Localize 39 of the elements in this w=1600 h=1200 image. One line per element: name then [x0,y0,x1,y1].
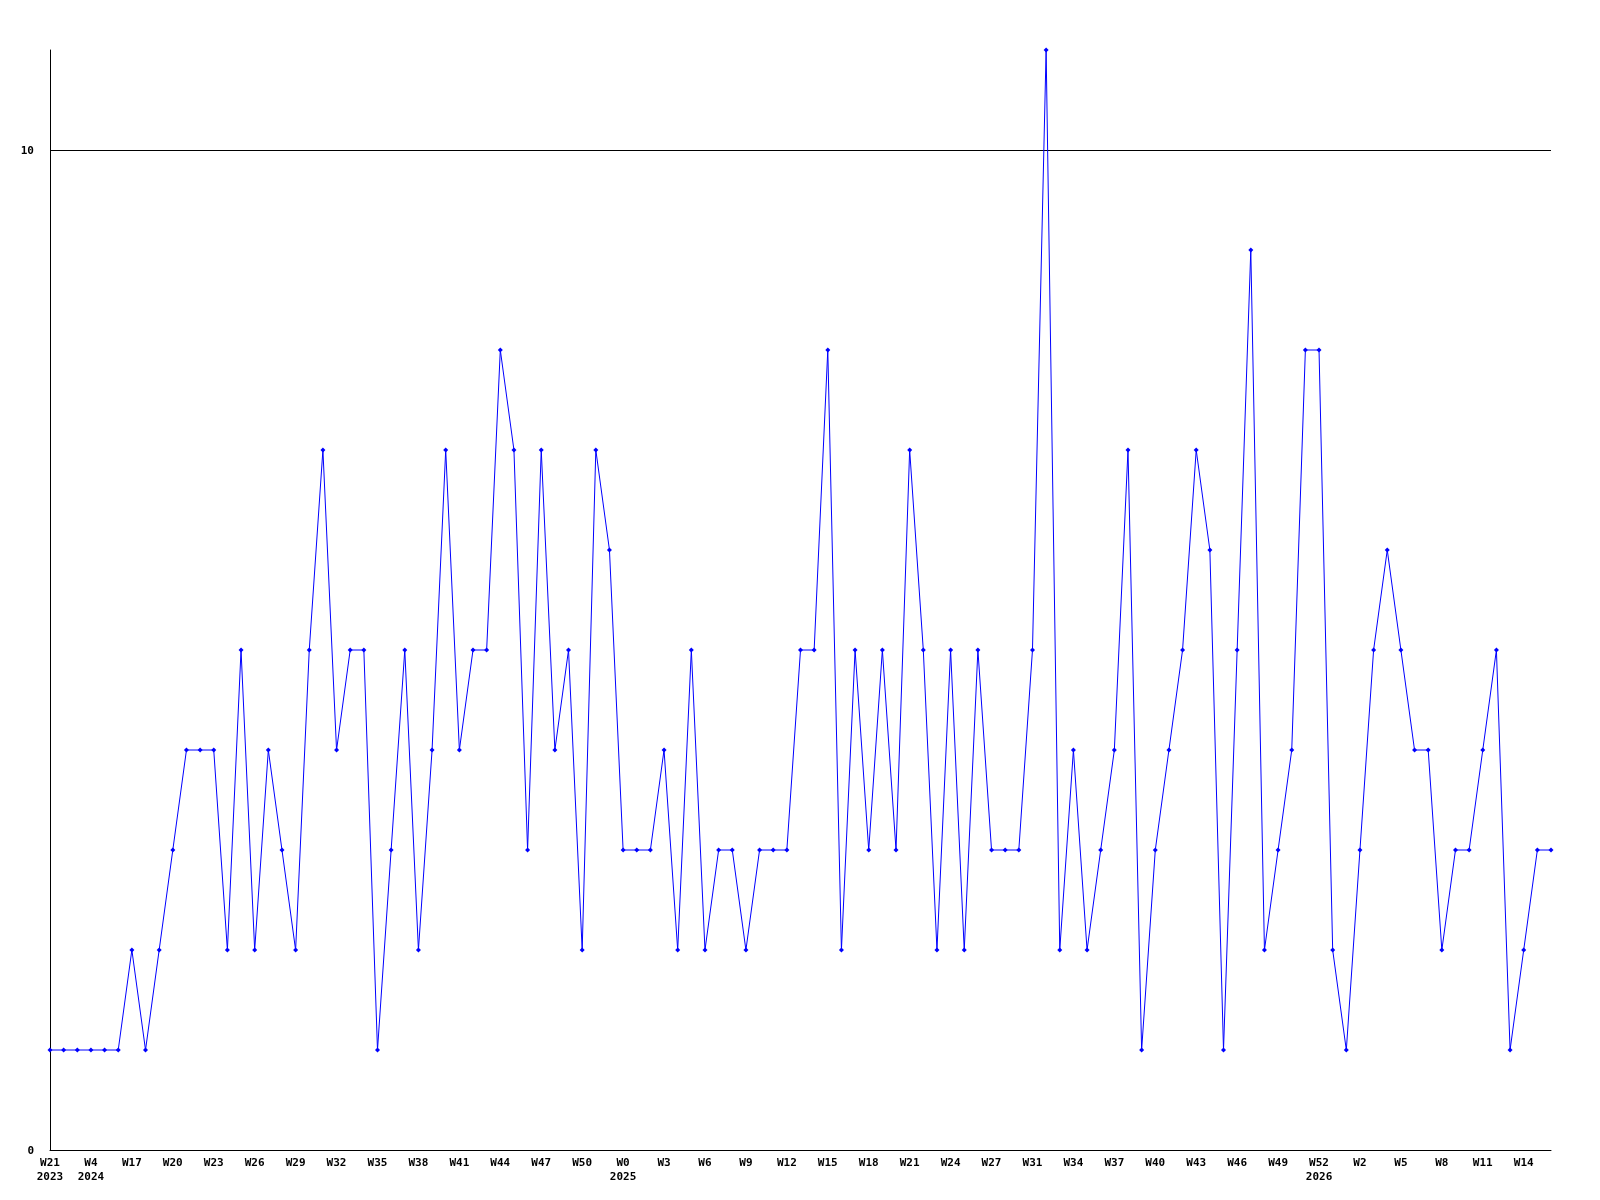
x-tick-label: W50 [572,1155,593,1169]
x-tick-label: W26 [244,1155,265,1169]
x-tick-label: W2 [1353,1155,1367,1169]
x-tick-label: W9 [739,1155,753,1169]
x-tick-label: W14 [1513,1155,1535,1169]
x-tick-label: W38 [408,1155,429,1169]
x-tick-label: W32 [326,1155,347,1169]
x-tick-label: W29 [285,1155,306,1169]
x-tick-label: W40 [1145,1155,1166,1169]
x-tick-label: W0 2025 [609,1155,637,1183]
x-tick-label: W31 [1022,1155,1043,1169]
x-tick-label: W21 [899,1155,920,1169]
x-tick-label: W34 [1063,1155,1084,1169]
x-tick-label: W21 2023 [36,1155,64,1183]
x-tick-label: W20 [162,1155,183,1169]
y-tick-label: 10 [20,143,34,157]
x-tick-label: W27 [981,1155,1002,1169]
x-tick-label: W44 [490,1155,511,1169]
x-tick-label: W47 [531,1155,552,1169]
x-tick-label: W23 [203,1155,224,1169]
y-tick-label: 0 [27,1143,34,1157]
x-tick-label: W5 [1394,1155,1408,1169]
x-tick-label: W41 [449,1155,470,1169]
x-tick-label: W24 [940,1155,961,1169]
x-tick-label: W11 [1472,1155,1494,1169]
x-tick-label: W49 [1268,1155,1289,1169]
x-tick-label: W46 [1227,1155,1248,1169]
x-tick-label: W6 [698,1155,712,1169]
x-tick-label: W3 [657,1155,671,1169]
x-tick-label: W12 [776,1155,797,1169]
x-tick-label: W4 2024 [77,1155,105,1183]
x-tick-label: W15 [817,1155,838,1169]
x-tick-label: W52 2026 [1305,1155,1333,1183]
x-tick-label: W17 [121,1155,142,1169]
x-tick-label: W35 [367,1155,388,1169]
x-tick-label: W37 [1104,1155,1125,1169]
x-tick-label: W8 [1435,1155,1449,1169]
x-tick-label: W18 [858,1155,879,1169]
x-tick-label: W43 [1186,1155,1207,1169]
